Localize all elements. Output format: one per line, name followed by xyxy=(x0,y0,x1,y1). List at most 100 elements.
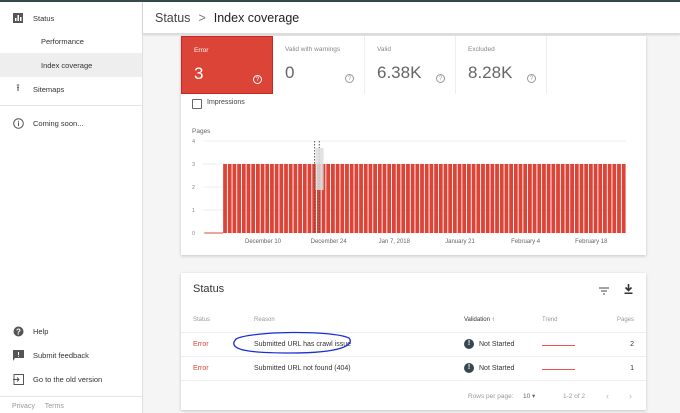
bar[interactable] xyxy=(368,164,373,233)
bar[interactable] xyxy=(298,164,302,233)
bar[interactable] xyxy=(617,164,621,233)
download-icon[interactable] xyxy=(624,281,633,299)
bar[interactable] xyxy=(373,164,378,233)
bar[interactable] xyxy=(223,164,227,233)
table-row[interactable]: Error Submitted URL not found (404) ! No… xyxy=(181,356,646,380)
help-icon[interactable]: ? xyxy=(436,74,445,83)
bar[interactable] xyxy=(354,164,359,233)
bar[interactable] xyxy=(499,164,504,233)
bar[interactable] xyxy=(560,164,565,233)
next-page-icon[interactable]: › xyxy=(629,391,632,401)
bar[interactable] xyxy=(603,164,607,233)
bar[interactable] xyxy=(335,164,340,233)
bar[interactable] xyxy=(556,164,560,233)
tile-error[interactable]: Error 3 ? xyxy=(181,36,273,94)
sidebar-item-old-version[interactable]: Go to the old version xyxy=(0,367,142,391)
bar[interactable] xyxy=(270,164,274,233)
bar[interactable] xyxy=(382,164,387,233)
rows-per-page-select[interactable]: 10 ▾ xyxy=(523,392,535,400)
bar[interactable] xyxy=(546,164,551,233)
bar[interactable] xyxy=(612,164,617,233)
bar[interactable] xyxy=(598,164,603,233)
bar[interactable] xyxy=(438,164,443,233)
bar[interactable] xyxy=(574,164,579,233)
bar[interactable] xyxy=(265,164,270,233)
bar[interactable] xyxy=(288,164,293,233)
bar[interactable] xyxy=(434,164,438,233)
bar[interactable] xyxy=(326,164,331,233)
bar[interactable] xyxy=(284,164,288,233)
sidebar-item-sitemaps[interactable]: ⭱ Sitemaps xyxy=(0,77,142,101)
bar[interactable] xyxy=(518,164,523,233)
bar[interactable] xyxy=(359,164,363,233)
bar[interactable] xyxy=(527,164,532,233)
bar[interactable] xyxy=(462,164,467,233)
bar[interactable] xyxy=(321,164,326,233)
bar[interactable] xyxy=(237,164,241,233)
bar[interactable] xyxy=(349,164,354,233)
tile-excluded[interactable]: Excluded 8.28K ? xyxy=(456,36,547,94)
bar[interactable] xyxy=(448,164,453,233)
bar[interactable] xyxy=(485,164,490,233)
bar[interactable] xyxy=(607,164,612,233)
bar[interactable] xyxy=(490,164,495,233)
bar[interactable] xyxy=(565,164,570,233)
bar[interactable] xyxy=(481,164,485,233)
bar[interactable] xyxy=(513,164,518,233)
sidebar-item-coming-soon[interactable]: Coming soon... xyxy=(0,111,142,135)
bar[interactable] xyxy=(532,164,537,233)
bar[interactable] xyxy=(377,164,382,233)
help-icon[interactable]: ? xyxy=(527,74,536,83)
bar[interactable] xyxy=(537,164,542,233)
bar[interactable] xyxy=(340,164,345,233)
bar[interactable] xyxy=(584,164,589,233)
bar[interactable] xyxy=(251,164,256,233)
bar[interactable] xyxy=(391,164,396,233)
prev-page-icon[interactable]: ‹ xyxy=(606,391,609,401)
bar[interactable] xyxy=(551,164,556,233)
bar[interactable] xyxy=(588,164,593,233)
bar[interactable] xyxy=(260,164,265,233)
impressions-checkbox[interactable] xyxy=(192,99,202,109)
bar[interactable] xyxy=(387,164,392,233)
col-validation[interactable]: Validation ↑ xyxy=(464,317,495,323)
bar[interactable] xyxy=(415,164,420,233)
terms-link[interactable]: Terms xyxy=(44,403,64,410)
bar[interactable] xyxy=(495,164,499,233)
bar[interactable] xyxy=(406,164,410,233)
tile-valid[interactable]: Valid 6.38K ? xyxy=(365,36,456,94)
sidebar-item-feedback[interactable]: Submit feedback xyxy=(0,343,142,367)
bar[interactable] xyxy=(452,164,457,233)
bar[interactable] xyxy=(345,164,349,233)
tile-valid-with-warnings[interactable]: Valid with warnings 0 ? xyxy=(273,36,365,94)
bar[interactable] xyxy=(255,164,260,233)
bar[interactable] xyxy=(302,164,307,233)
bar[interactable] xyxy=(457,164,462,233)
bar[interactable] xyxy=(227,164,232,233)
bar[interactable] xyxy=(443,164,448,233)
bar[interactable] xyxy=(476,164,481,233)
bar[interactable] xyxy=(509,164,514,233)
help-icon[interactable]: ? xyxy=(345,74,354,83)
bar[interactable] xyxy=(621,164,626,233)
bar[interactable] xyxy=(523,164,528,233)
bar[interactable] xyxy=(467,164,471,233)
bar[interactable] xyxy=(232,164,237,233)
sidebar-item-status[interactable]: Status xyxy=(0,6,142,30)
bar[interactable] xyxy=(363,164,368,233)
bar[interactable] xyxy=(504,164,509,233)
bar[interactable] xyxy=(401,164,406,233)
bar[interactable] xyxy=(331,164,335,233)
breadcrumb-status[interactable]: Status xyxy=(155,11,191,25)
help-icon[interactable]: ? xyxy=(253,75,262,84)
bar[interactable] xyxy=(246,164,251,233)
bar[interactable] xyxy=(274,164,279,233)
bar[interactable] xyxy=(241,164,246,233)
bar[interactable] xyxy=(542,164,546,233)
bar[interactable] xyxy=(429,164,434,233)
bar[interactable] xyxy=(471,164,476,233)
bar[interactable] xyxy=(396,164,401,233)
bar[interactable] xyxy=(279,164,284,233)
sidebar-item-performance[interactable]: Performance xyxy=(0,29,142,53)
sidebar-item-help[interactable]: ? Help xyxy=(0,319,142,343)
